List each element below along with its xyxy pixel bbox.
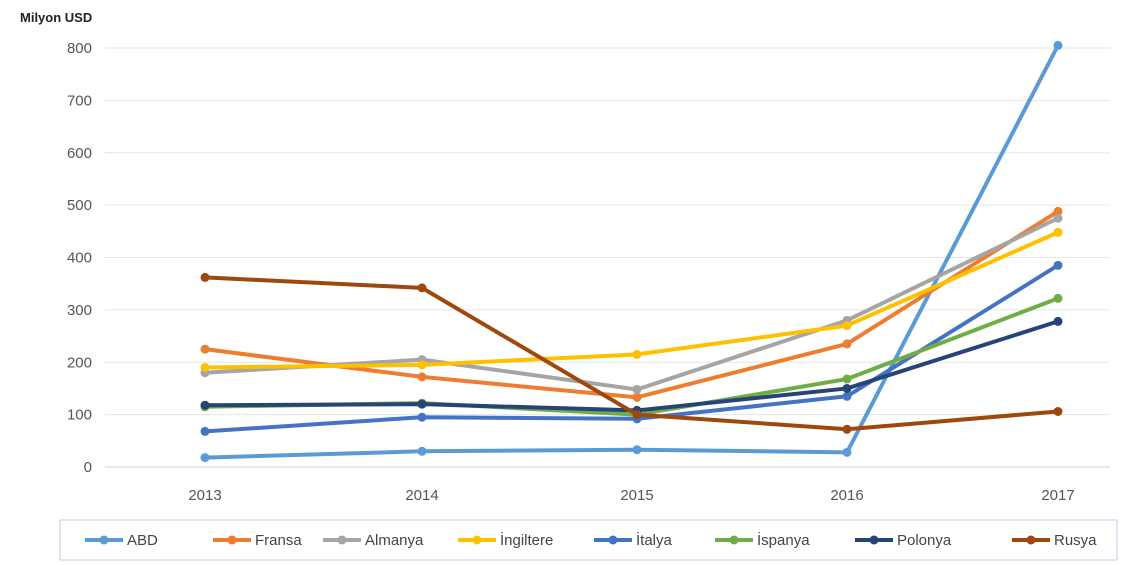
series-Fransa xyxy=(200,206,1063,402)
series-group xyxy=(200,40,1063,463)
data-point xyxy=(1053,406,1063,416)
data-point xyxy=(200,400,210,410)
data-point xyxy=(200,453,210,463)
legend-swatch-marker xyxy=(869,535,879,545)
legend-entry: Fransa xyxy=(213,532,302,549)
y-tick-label: 200 xyxy=(67,354,92,371)
x-tick-label: 2016 xyxy=(830,487,863,504)
legend-label: Rusya xyxy=(1054,532,1097,549)
data-point xyxy=(1053,213,1063,223)
data-point xyxy=(200,426,210,436)
data-point xyxy=(632,384,642,394)
x-tick-label: 2014 xyxy=(405,487,438,504)
data-point xyxy=(200,344,210,354)
y-tick-label: 0 xyxy=(84,459,92,476)
legend-entry: Rusya xyxy=(1012,532,1097,549)
data-point xyxy=(1053,260,1063,270)
data-point xyxy=(417,412,427,422)
y-tick-label: 400 xyxy=(67,250,92,267)
data-point xyxy=(842,391,852,401)
legend-entry: İngiltere xyxy=(458,531,553,549)
data-point xyxy=(417,399,427,409)
series-line xyxy=(203,209,1060,400)
legend-entry: ABD xyxy=(85,532,158,549)
y-tick-label: 100 xyxy=(67,407,92,424)
y-tick-label: 800 xyxy=(67,40,92,57)
legend-label: İngiltere xyxy=(500,531,553,549)
data-point xyxy=(417,360,427,370)
data-point xyxy=(842,374,852,384)
data-point xyxy=(842,339,852,349)
legend-swatch-marker xyxy=(608,535,618,545)
legend-swatch-marker xyxy=(227,535,237,545)
x-tick-label: 2015 xyxy=(620,487,653,504)
data-point xyxy=(632,349,642,359)
legend-swatch-marker xyxy=(1026,535,1036,545)
data-point xyxy=(842,424,852,434)
legend-swatch-marker xyxy=(729,535,739,545)
data-point xyxy=(632,445,642,455)
legend-label: İspanya xyxy=(757,531,810,549)
y-tick-label: 700 xyxy=(67,92,92,109)
legend-entry: İspanya xyxy=(715,531,810,549)
legend-entry: Almanya xyxy=(323,532,424,549)
data-point xyxy=(632,410,642,420)
gridlines xyxy=(105,47,1110,468)
data-point xyxy=(842,447,852,457)
x-axis-ticks: 2013 2014 2015 2016 2017 xyxy=(188,487,1074,504)
data-point xyxy=(1053,40,1063,50)
data-point xyxy=(1053,206,1063,216)
y-tick-label: 300 xyxy=(67,302,92,319)
legend-entry: İtalya xyxy=(594,531,673,549)
series-Rusya xyxy=(200,272,1063,434)
data-point xyxy=(417,283,427,293)
data-point xyxy=(417,372,427,382)
legend: ABD Fransa Almanya İngiltere İtalya İspanya Po… xyxy=(59,519,1118,561)
data-point xyxy=(1053,227,1063,237)
data-point xyxy=(417,446,427,456)
y-axis-label: Milyon USD xyxy=(20,10,92,25)
legend-label: İtalya xyxy=(636,531,673,549)
legend-swatch-marker xyxy=(472,535,482,545)
y-tick-label: 500 xyxy=(67,197,92,214)
data-point xyxy=(200,362,210,372)
y-tick-label: 600 xyxy=(67,145,92,162)
legend-label: Almanya xyxy=(365,532,424,549)
data-point xyxy=(842,321,852,331)
series-ABD xyxy=(200,40,1063,463)
data-point xyxy=(1053,316,1063,326)
x-tick-label: 2013 xyxy=(188,487,221,504)
data-point xyxy=(842,383,852,393)
legend-label: Polonya xyxy=(897,532,952,549)
legend-label: ABD xyxy=(127,532,158,549)
legend-swatch-marker xyxy=(337,535,347,545)
data-point xyxy=(632,392,642,402)
data-point xyxy=(1053,293,1063,303)
legend-swatch-marker xyxy=(99,535,109,545)
data-point xyxy=(200,272,210,282)
series-İngiltere xyxy=(200,227,1063,372)
y-axis-ticks: 0 100 200 300 400 500 600 700 800 xyxy=(67,40,92,476)
legend-label: Fransa xyxy=(255,532,302,549)
x-tick-label: 2017 xyxy=(1041,487,1074,504)
legend-entry: Polonya xyxy=(855,532,952,549)
